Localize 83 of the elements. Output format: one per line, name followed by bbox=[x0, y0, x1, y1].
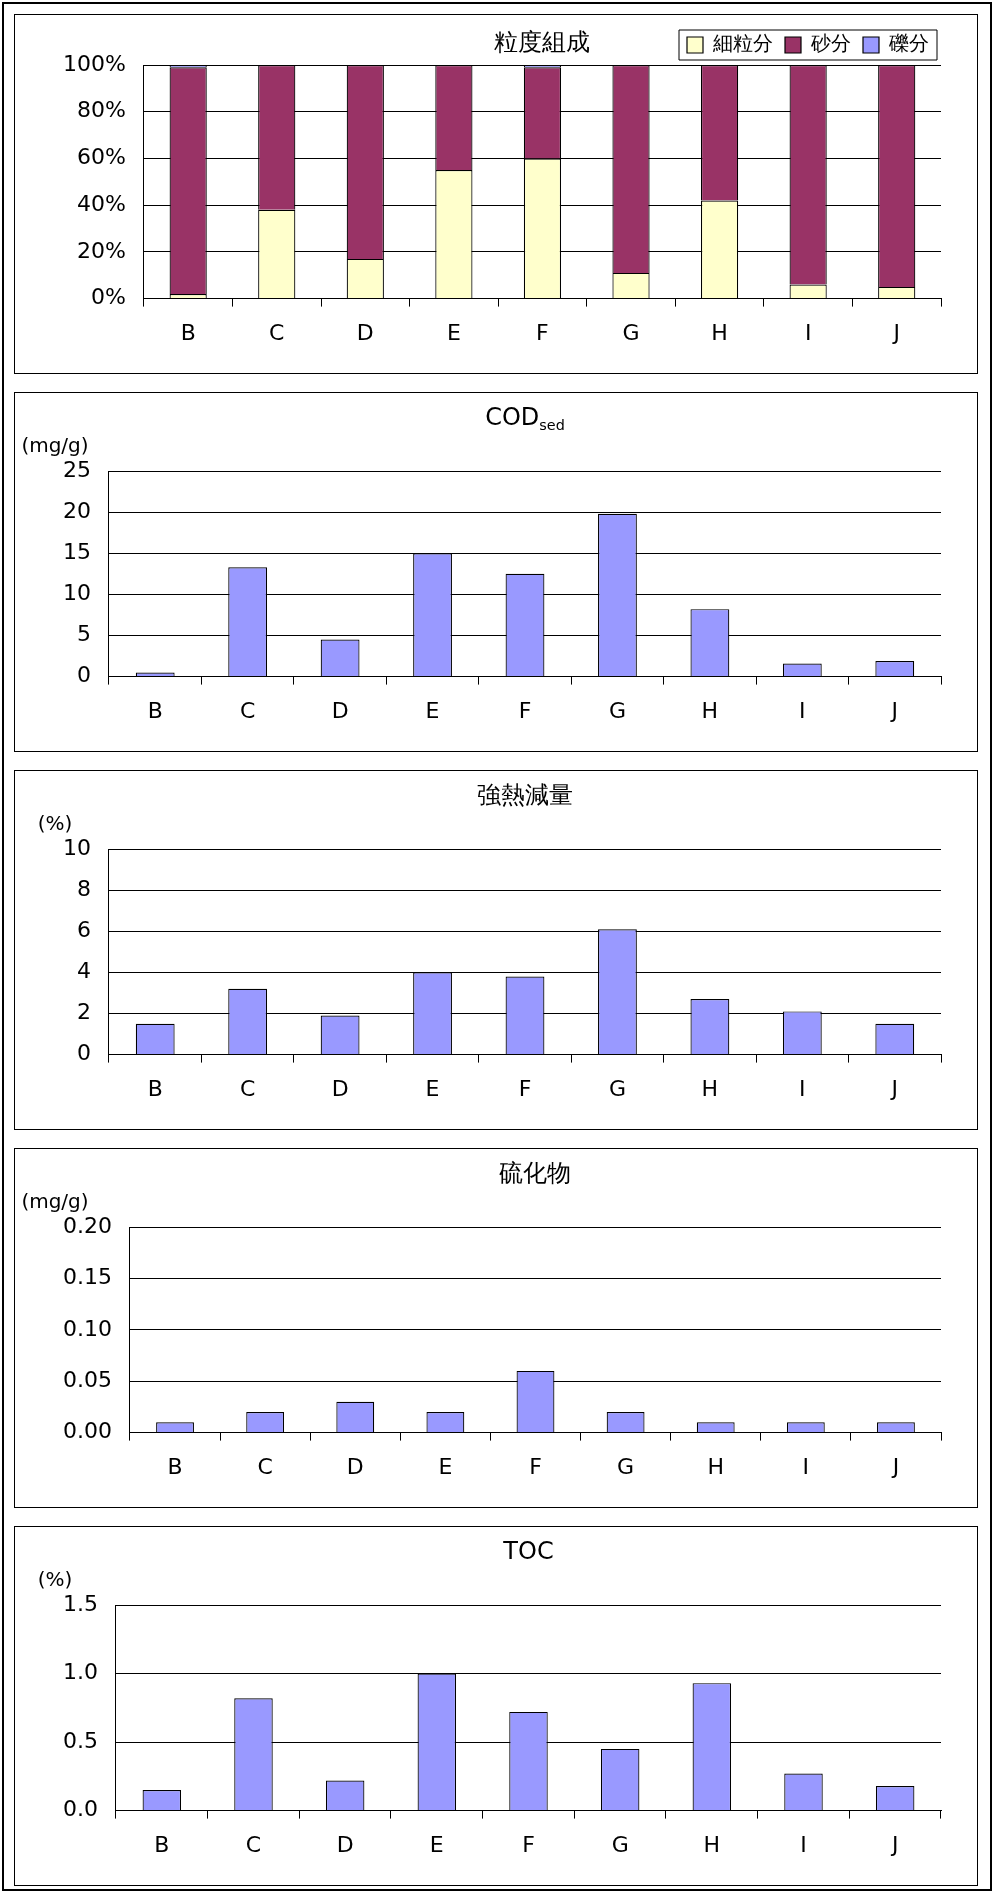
y-tick-label: 0 bbox=[76, 1040, 91, 1066]
y-tick-label: 100% bbox=[62, 50, 126, 76]
chart-title: 強熱減量 bbox=[477, 781, 573, 810]
x-tick-label: D bbox=[346, 1453, 364, 1479]
y-tick-label: 10 bbox=[62, 834, 91, 860]
x-tick-label: B bbox=[147, 1075, 163, 1101]
x-tick-label: C bbox=[245, 1831, 262, 1857]
y-tick-label: 0.00 bbox=[63, 1418, 112, 1444]
x-tick-label: J bbox=[889, 1075, 899, 1101]
chart-title: 硫化物 bbox=[499, 1159, 572, 1188]
x-tick-label: H bbox=[703, 1831, 721, 1857]
x-tick-label: H bbox=[711, 319, 728, 345]
y-tick-label: 20% bbox=[76, 237, 126, 263]
x-tick-label: B bbox=[147, 697, 163, 723]
y-tick-label: 6 bbox=[76, 916, 91, 942]
x-tick-label: J bbox=[891, 319, 900, 345]
x-tick-label: H bbox=[707, 1453, 724, 1479]
x-tick-label: C bbox=[269, 319, 285, 345]
x-tick-label: F bbox=[518, 697, 532, 723]
y-tick-label: 0.5 bbox=[62, 1727, 98, 1753]
x-tick-label: E bbox=[446, 319, 461, 345]
x-tick-label: C bbox=[239, 1075, 256, 1101]
y-tick-label: 4 bbox=[76, 958, 91, 984]
x-tick-label: I bbox=[799, 1075, 806, 1101]
legend-label: 細粒分 bbox=[712, 31, 773, 56]
y-tick-label: 15 bbox=[62, 538, 91, 564]
y-tick-label: 20 bbox=[62, 497, 91, 523]
x-tick-label: B bbox=[167, 1453, 183, 1479]
y-tick-label: 80% bbox=[76, 97, 126, 123]
x-tick-label: D bbox=[331, 697, 349, 723]
y-axis-title: (mg/g) bbox=[21, 1189, 89, 1214]
x-tick-label: D bbox=[336, 1831, 354, 1857]
x-tick-label: I bbox=[804, 319, 812, 345]
x-tick-label: G bbox=[617, 1453, 635, 1479]
x-tick-label: F bbox=[518, 1075, 532, 1101]
y-axis-title: (%) bbox=[37, 811, 73, 836]
x-tick-label: F bbox=[536, 319, 549, 345]
y-tick-label: 0.20 bbox=[63, 1212, 112, 1238]
x-tick-label: F bbox=[522, 1831, 535, 1857]
y-tick-label: 10 bbox=[62, 580, 91, 606]
y-tick-label: 0% bbox=[90, 284, 126, 310]
x-tick-label: F bbox=[529, 1453, 542, 1479]
x-tick-label: B bbox=[154, 1831, 170, 1857]
x-tick-label: H bbox=[701, 1075, 719, 1101]
y-axis-title: (%) bbox=[37, 1567, 73, 1592]
x-tick-label: B bbox=[180, 319, 196, 345]
y-tick-label: 2 bbox=[76, 999, 91, 1025]
legend-label: 礫分 bbox=[888, 31, 929, 56]
x-tick-label: D bbox=[331, 1075, 349, 1101]
x-tick-label: D bbox=[356, 319, 374, 345]
x-tick-label: C bbox=[257, 1453, 273, 1479]
x-tick-label: G bbox=[622, 319, 640, 345]
y-axis-title: (mg/g) bbox=[21, 433, 89, 458]
y-tick-label: 1.5 bbox=[62, 1590, 98, 1616]
chart-title: TOC bbox=[502, 1537, 554, 1566]
legend-label: 砂分 bbox=[810, 31, 851, 56]
x-tick-label: I bbox=[800, 1831, 807, 1857]
x-tick-label: G bbox=[611, 1831, 629, 1857]
x-tick-label: E bbox=[425, 1075, 440, 1101]
y-tick-label: 0.0 bbox=[62, 1796, 98, 1822]
y-tick-label: 0 bbox=[76, 662, 91, 688]
y-tick-label: 0.05 bbox=[63, 1366, 112, 1392]
y-tick-label: 1.0 bbox=[62, 1659, 98, 1685]
chart-title: 粒度組成 bbox=[494, 28, 591, 57]
x-tick-label: G bbox=[608, 697, 626, 723]
y-tick-label: 25 bbox=[62, 456, 91, 482]
x-tick-label: E bbox=[425, 697, 440, 723]
y-tick-label: 0.10 bbox=[63, 1315, 112, 1341]
y-tick-label: 5 bbox=[76, 621, 91, 647]
x-tick-label: I bbox=[802, 1453, 810, 1479]
x-tick-label: J bbox=[889, 697, 899, 723]
x-tick-label: H bbox=[701, 697, 719, 723]
x-tick-label: J bbox=[889, 1831, 899, 1857]
x-tick-label: I bbox=[799, 697, 806, 723]
y-tick-label: 8 bbox=[76, 875, 91, 901]
y-tick-label: 40% bbox=[76, 190, 126, 216]
x-tick-label: C bbox=[239, 697, 256, 723]
y-tick-label: 60% bbox=[76, 144, 126, 170]
x-tick-label: E bbox=[438, 1453, 453, 1479]
x-tick-label: E bbox=[429, 1831, 444, 1857]
y-tick-label: 0.15 bbox=[63, 1264, 112, 1290]
x-tick-label: G bbox=[608, 1075, 626, 1101]
x-tick-label: J bbox=[890, 1453, 900, 1479]
